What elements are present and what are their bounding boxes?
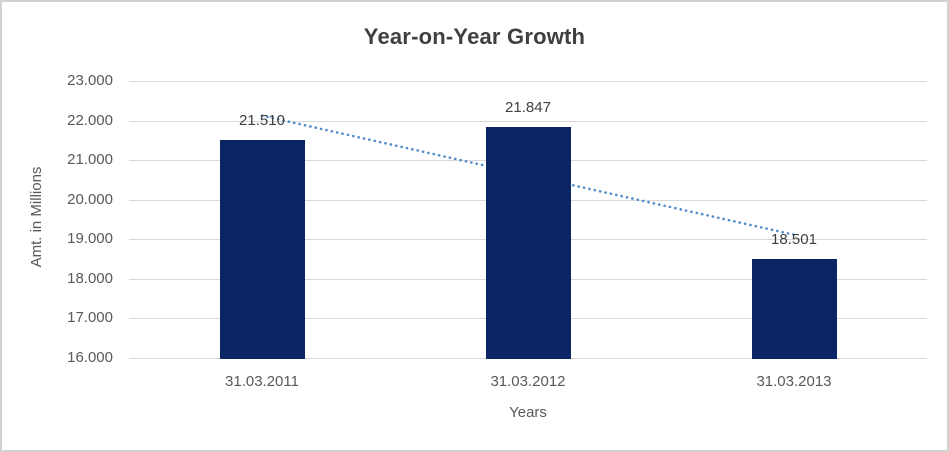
y-tick-label: 19.000: [67, 230, 113, 248]
x-tick-label: 31.03.2013: [756, 373, 832, 390]
data-label: 18.501: [771, 231, 817, 249]
y-tick-label: 21.000: [67, 151, 113, 169]
x-axis-title: Years: [509, 404, 547, 421]
y-tick-label: 22.000: [67, 111, 113, 129]
y-tick-label: 17.000: [67, 309, 113, 327]
x-tick-label: 31.03.2011: [225, 373, 299, 390]
bar-31.03.2013: [751, 259, 837, 359]
bar-31.03.2012: [485, 126, 571, 359]
chart-title: Year-on-Year Growth: [363, 24, 586, 49]
data-label: 21.847: [505, 98, 551, 116]
data-label: 21.510: [239, 111, 285, 129]
y-tick-label: 18.000: [67, 269, 113, 287]
x-tick-label: 31.03.2012: [490, 373, 566, 390]
y-tick-label: 23.000: [67, 72, 113, 89]
y-tick-label: 20.000: [67, 190, 113, 208]
y-tick-label: 16.000: [67, 349, 113, 366]
gridline: [129, 81, 927, 82]
bar-31.03.2011: [219, 139, 305, 359]
gridline: [129, 120, 927, 122]
